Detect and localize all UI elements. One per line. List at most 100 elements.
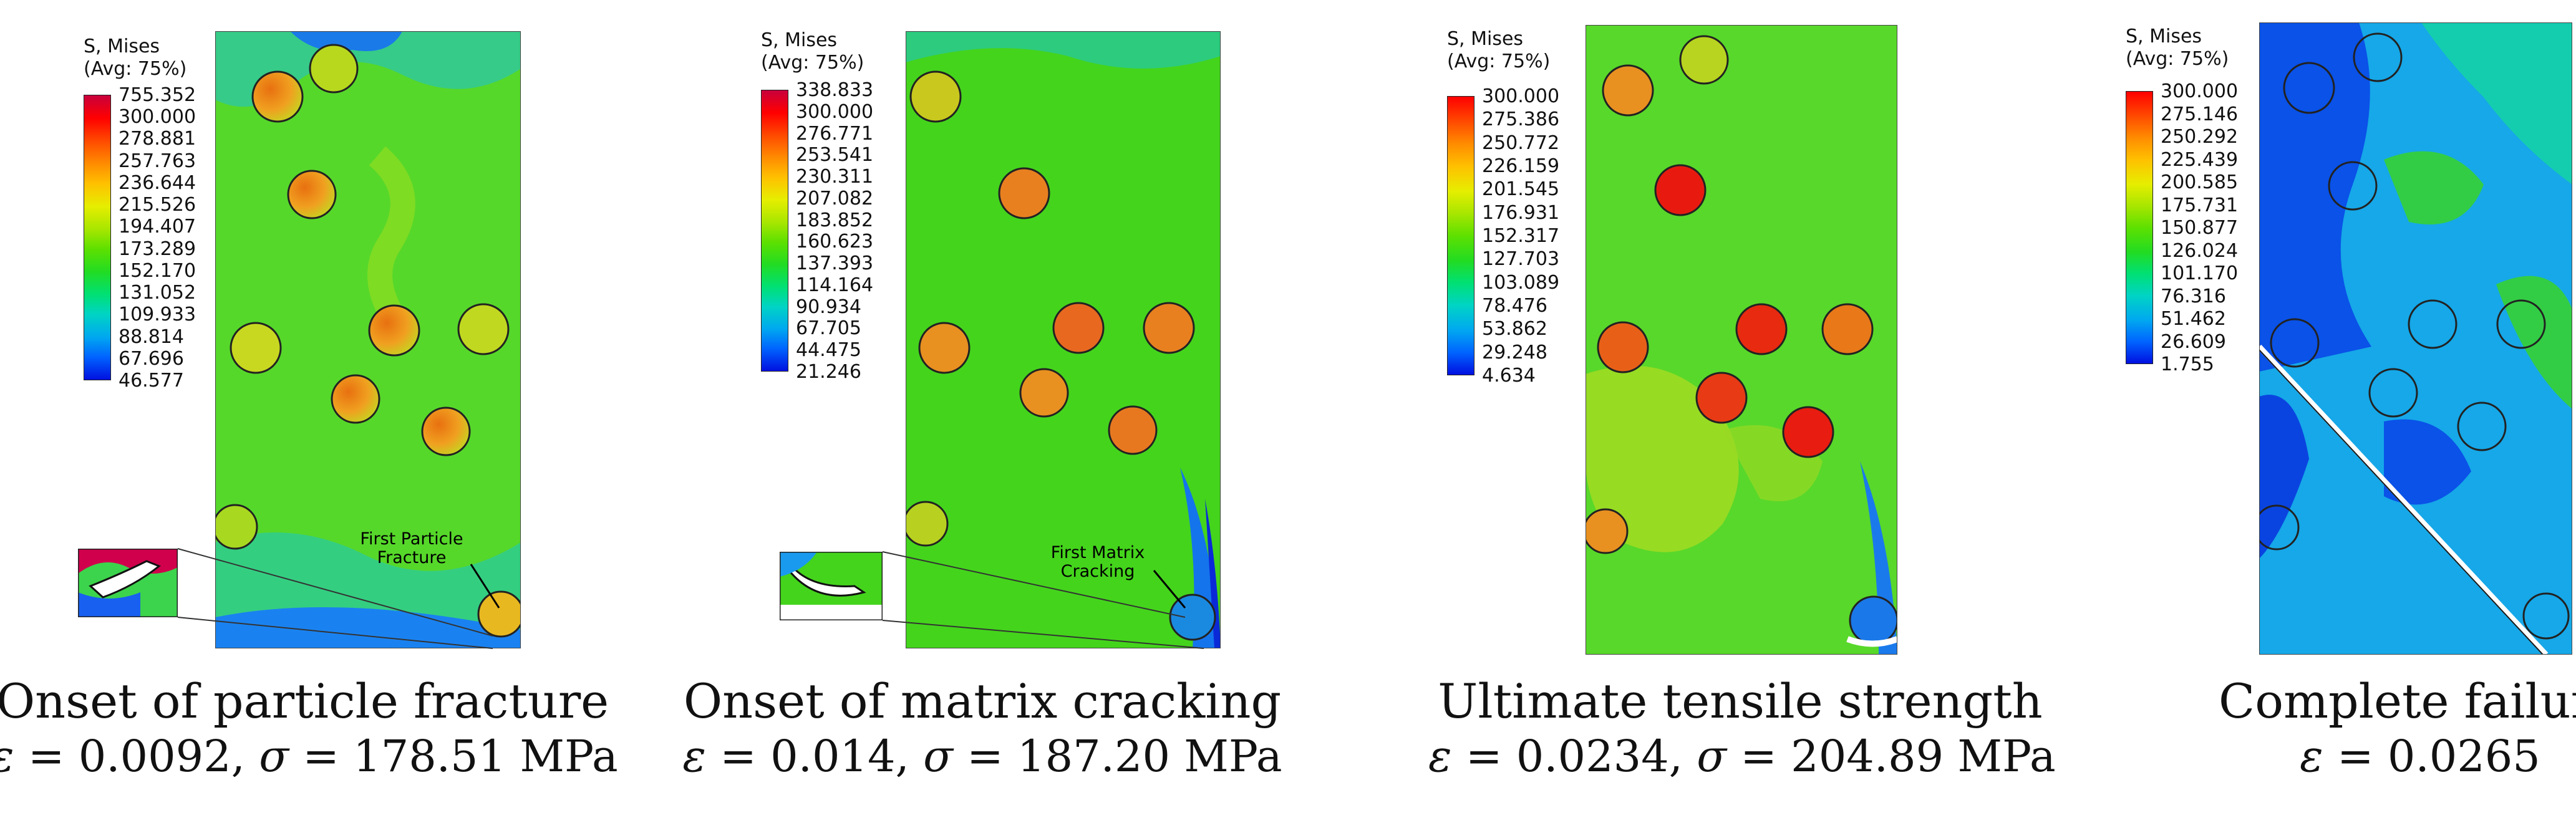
panel-ultimate-tensile-strength: S, Mises (Avg: 75%) 300.000 275.386 250.77…	[1329, 0, 2056, 813]
particles	[903, 70, 1216, 641]
legend-tick-label: 137.393	[796, 253, 874, 275]
stress-contour-map	[1582, 24, 1899, 655]
legend-tick-label: 53.862	[1482, 318, 1547, 340]
panel-particle-fracture: S, Mises (Avg: 75%) 755.352 300.000 278.88…	[0, 0, 642, 813]
legend-tick-label: 236.644	[119, 171, 196, 194]
caption-title: Ultimate tensile strength	[1438, 673, 2043, 729]
epsilon-value: = 0.0092,	[27, 731, 245, 782]
sigma-symbol: σ	[923, 731, 953, 782]
color-scale	[1447, 96, 1474, 375]
caption: Onset of matrix cracking ε = 0.014, σ = …	[671, 673, 1294, 783]
legend-tick-label: 152.317	[1482, 225, 1560, 247]
zoom-inset	[77, 547, 179, 618]
color-scale	[761, 90, 788, 372]
legend-tick-label: 257.763	[119, 150, 196, 172]
legend-tick-label: 127.703	[1482, 248, 1560, 271]
legend-tick-label: 29.248	[1482, 341, 1547, 363]
caption-title: Onset of matrix cracking	[683, 673, 1282, 729]
sigma-value: = 204.89 MPa	[1740, 731, 2056, 782]
legend-tick-label: 338.833	[796, 79, 874, 101]
epsilon-value: = 0.0265	[2337, 731, 2540, 782]
stress-contour-map	[212, 31, 525, 649]
caption-title: Complete failure	[2219, 673, 2576, 729]
particles	[1582, 35, 1899, 645]
zoom-inset	[778, 551, 884, 622]
legend-tick-label: 200.585	[2161, 171, 2239, 193]
legend-tick-label: 90.934	[796, 296, 861, 318]
legend-tick-label: 101.170	[2161, 262, 2239, 284]
sigma-value: = 178.51 MPa	[303, 731, 618, 782]
zoom-lines	[882, 551, 1204, 649]
caption-values: ε = 0.0234, σ = 204.89 MPa	[1428, 729, 2056, 783]
annotation-first-matrix-cracking: First Matrix Cracking	[1004, 544, 1191, 581]
legend-tick-label: 46.577	[119, 370, 184, 392]
legend-tick-label: 215.526	[119, 194, 196, 216]
legend-tick-label: 275.146	[2161, 103, 2239, 125]
sigma-symbol: σ	[1697, 731, 1726, 782]
legend-tick-label: 250.292	[2161, 126, 2239, 148]
legend-tick-label: 126.024	[2161, 239, 2239, 262]
legend-tick-label: 201.545	[1482, 178, 1560, 201]
legend-tick-label: 78.476	[1482, 295, 1547, 317]
zoom-lines	[177, 548, 500, 649]
legend-tick-label: 44.475	[796, 339, 861, 362]
legend-subtitle: (Avg: 75%)	[1447, 51, 1551, 72]
legend-subtitle: (Avg: 75%)	[761, 52, 864, 74]
legend-tick-label: 131.052	[119, 282, 196, 304]
legend-title: S, Mises	[1447, 28, 1524, 50]
legend-tick-label: 173.289	[119, 238, 196, 260]
annotation-first-particle-fracture: First Particle Fracture	[318, 530, 505, 567]
color-scale	[84, 95, 111, 380]
legend-tick-label: 1.755	[2161, 354, 2214, 375]
legend-tick-label: 183.852	[796, 209, 874, 231]
annotation-line-2: Fracture	[377, 548, 447, 567]
epsilon-symbol: ε	[2300, 731, 2323, 782]
legend-subtitle: (Avg: 75%)	[84, 58, 187, 80]
legend-tick-label: 300.000	[796, 100, 874, 123]
stress-contour-map	[2254, 22, 2573, 657]
legend-tick-label: 278.881	[119, 128, 196, 150]
legend-tick-label: 26.609	[2161, 330, 2226, 353]
legend-title: S, Mises	[2126, 26, 2202, 47]
legend-tick-label: 150.877	[2161, 217, 2239, 239]
panel-complete-failure: S, Mises (Avg: 75%) 300.000 275.146 250.29…	[1952, 0, 2576, 813]
annotation-line-1: First Matrix	[1050, 543, 1145, 562]
caption-values: ε = 0.014, σ = 187.20 MPa	[671, 729, 1294, 783]
legend-tick-label: 114.164	[796, 274, 874, 296]
legend-tick-label: 67.705	[796, 317, 861, 340]
legend-tick-label: 250.772	[1482, 132, 1560, 154]
annotation-line-1: First Particle	[360, 529, 463, 549]
legend-tick-label: 276.771	[796, 122, 874, 145]
legend-tick-label: 230.311	[796, 166, 874, 188]
sigma-value: = 187.20 MPa	[967, 731, 1282, 782]
legend-tick-label: 152.170	[119, 259, 196, 282]
legend-tick-label: 253.541	[796, 144, 874, 166]
legend-tick-label: 160.623	[796, 231, 874, 253]
caption-values: ε = 0.0092, σ = 178.51 MPa	[0, 729, 618, 783]
epsilon-symbol: ε	[682, 731, 706, 782]
legend-tick-label: 103.089	[1482, 271, 1560, 294]
sigma-symbol: σ	[259, 731, 289, 782]
caption-values: ε = 0.0265	[2108, 729, 2576, 783]
particles	[212, 44, 525, 638]
epsilon-symbol: ε	[1428, 731, 1452, 782]
legend-title: S, Mises	[84, 36, 160, 57]
legend-tick-label: 300.000	[1482, 85, 1560, 107]
legend-tick-label: 21.246	[796, 361, 861, 383]
panel-matrix-cracking: S, Mises (Avg: 75%) 338.833 300.000 276.77…	[642, 0, 1329, 813]
legend-tick-label: 275.386	[1482, 108, 1560, 131]
legend-tick-label: 88.814	[119, 325, 184, 348]
legend-tick-label: 4.634	[1482, 365, 1536, 387]
legend-tick-label: 67.696	[119, 347, 184, 370]
legend-tick-label: 194.407	[119, 216, 196, 238]
epsilon-value: = 0.014,	[720, 731, 909, 782]
legend-tick-label: 176.931	[1482, 201, 1560, 224]
legend-tick-label: 226.159	[1482, 155, 1560, 177]
legend-tick-label: 51.462	[2161, 308, 2226, 330]
color-scale	[2126, 91, 2153, 364]
legend-tick-label: 300.000	[119, 106, 196, 128]
stress-contour-map	[903, 31, 1221, 649]
legend-subtitle: (Avg: 75%)	[2126, 48, 2229, 70]
caption: Ultimate tensile strength ε = 0.0234, σ …	[1428, 673, 2056, 783]
caption-title: Onset of particle fracture	[0, 673, 609, 729]
